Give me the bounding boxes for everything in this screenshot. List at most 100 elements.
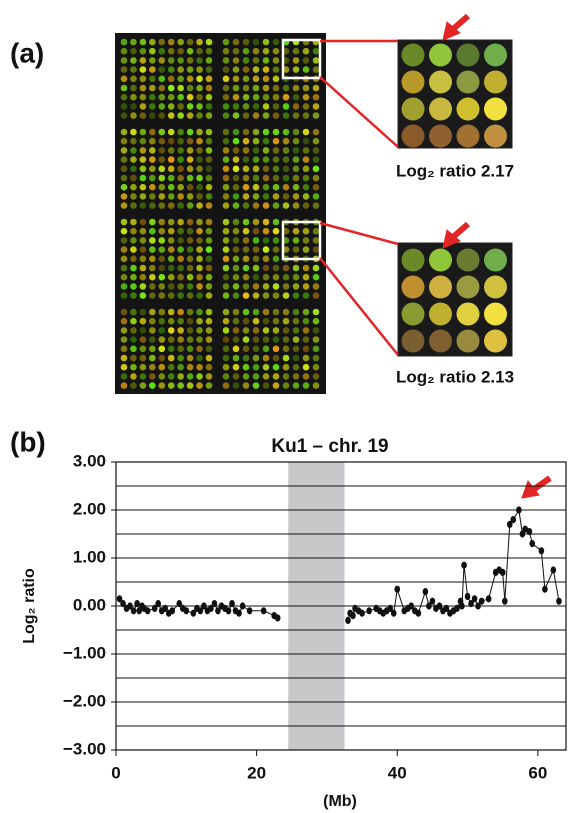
data-point bbox=[416, 610, 422, 617]
spot bbox=[303, 48, 310, 55]
spot bbox=[177, 355, 184, 362]
spot bbox=[177, 219, 184, 226]
spot bbox=[263, 103, 270, 110]
spot bbox=[187, 237, 194, 244]
spot bbox=[243, 255, 250, 262]
spot bbox=[130, 94, 137, 101]
spot bbox=[293, 265, 300, 272]
spot bbox=[273, 112, 280, 119]
spot bbox=[187, 175, 194, 182]
spot bbox=[158, 274, 165, 281]
chart-title: Ku1 – chr. 19 bbox=[271, 436, 388, 457]
inset-spot bbox=[429, 249, 452, 272]
spot bbox=[303, 94, 310, 101]
data-point bbox=[345, 617, 351, 624]
spot bbox=[158, 103, 165, 110]
spot bbox=[168, 193, 175, 200]
data-point bbox=[145, 607, 151, 614]
spot bbox=[140, 318, 147, 325]
spot bbox=[243, 318, 250, 325]
spot bbox=[243, 265, 250, 272]
spot bbox=[223, 309, 230, 316]
spot bbox=[140, 202, 147, 209]
figure: (a) (b) Log₂ ratio 2.17 Log₂ ratio 2.13 … bbox=[0, 0, 568, 813]
spot bbox=[177, 327, 184, 334]
spot bbox=[149, 138, 156, 145]
spot bbox=[196, 246, 203, 253]
spot bbox=[233, 166, 240, 173]
spot bbox=[168, 228, 175, 235]
inset-spot bbox=[484, 44, 507, 67]
spot bbox=[303, 103, 310, 110]
spot bbox=[206, 103, 213, 110]
spot bbox=[253, 237, 260, 244]
spot bbox=[149, 283, 156, 290]
spot bbox=[140, 346, 147, 353]
connector-lines bbox=[320, 41, 398, 355]
spot bbox=[253, 147, 260, 154]
spot bbox=[293, 373, 300, 380]
spot bbox=[140, 112, 147, 119]
data-point bbox=[236, 610, 242, 617]
spot bbox=[140, 66, 147, 73]
spot bbox=[196, 309, 203, 316]
spot bbox=[140, 364, 147, 371]
spot bbox=[158, 57, 165, 64]
y-tick-label: 3.00 bbox=[73, 451, 106, 470]
spot bbox=[243, 237, 250, 244]
spot bbox=[273, 48, 280, 55]
spot bbox=[233, 373, 240, 380]
spot bbox=[223, 265, 230, 272]
spot bbox=[149, 373, 156, 380]
spot bbox=[283, 103, 290, 110]
spot bbox=[293, 129, 300, 136]
spot bbox=[196, 39, 203, 46]
spot bbox=[283, 193, 290, 200]
spot bbox=[313, 202, 320, 209]
spot bbox=[206, 246, 213, 253]
spot bbox=[283, 346, 290, 353]
spot bbox=[303, 66, 310, 73]
data-point bbox=[359, 610, 365, 617]
spot bbox=[121, 76, 128, 83]
spot bbox=[253, 129, 260, 136]
data-point bbox=[479, 598, 485, 605]
spot bbox=[177, 274, 184, 281]
spot bbox=[177, 237, 184, 244]
spot bbox=[253, 94, 260, 101]
spot bbox=[149, 346, 156, 353]
spot bbox=[121, 166, 128, 173]
inset-spot bbox=[484, 303, 507, 326]
spot bbox=[149, 94, 156, 101]
spot bbox=[303, 156, 310, 163]
spot bbox=[196, 103, 203, 110]
spot bbox=[158, 39, 165, 46]
spot bbox=[121, 103, 128, 110]
spot bbox=[140, 156, 147, 163]
inset-spot bbox=[457, 303, 480, 326]
connector bbox=[320, 77, 398, 147]
spot bbox=[187, 112, 194, 119]
spot bbox=[177, 265, 184, 272]
spot bbox=[263, 382, 270, 389]
spot bbox=[223, 246, 230, 253]
spot bbox=[140, 274, 147, 281]
inset-spot bbox=[402, 303, 425, 326]
data-point bbox=[461, 562, 467, 569]
spot bbox=[130, 66, 137, 73]
spot bbox=[158, 138, 165, 145]
spot bbox=[283, 85, 290, 92]
spot bbox=[263, 76, 270, 83]
spot bbox=[273, 85, 280, 92]
spot bbox=[233, 112, 240, 119]
spot bbox=[233, 147, 240, 154]
spot bbox=[303, 112, 310, 119]
spot bbox=[187, 147, 194, 154]
spot bbox=[168, 382, 175, 389]
spot bbox=[303, 382, 310, 389]
spot bbox=[121, 112, 128, 119]
spot bbox=[130, 318, 137, 325]
spot bbox=[263, 156, 270, 163]
spot bbox=[253, 184, 260, 191]
spot bbox=[187, 202, 194, 209]
